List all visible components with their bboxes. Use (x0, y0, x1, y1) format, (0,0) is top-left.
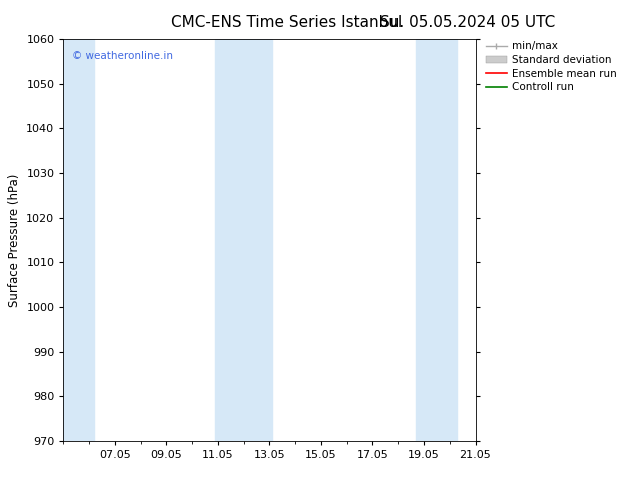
Text: CMC-ENS Time Series Istanbul: CMC-ENS Time Series Istanbul (171, 15, 403, 30)
Text: Su. 05.05.2024 05 UTC: Su. 05.05.2024 05 UTC (380, 15, 555, 30)
Bar (216, 39, 272, 441)
Bar (417, 39, 458, 441)
Bar (61, 39, 94, 441)
Legend: min/max, Standard deviation, Ensemble mean run, Controll run: min/max, Standard deviation, Ensemble me… (484, 39, 619, 94)
Y-axis label: Surface Pressure (hPa): Surface Pressure (hPa) (8, 173, 21, 307)
Text: © weatheronline.in: © weatheronline.in (72, 51, 172, 61)
